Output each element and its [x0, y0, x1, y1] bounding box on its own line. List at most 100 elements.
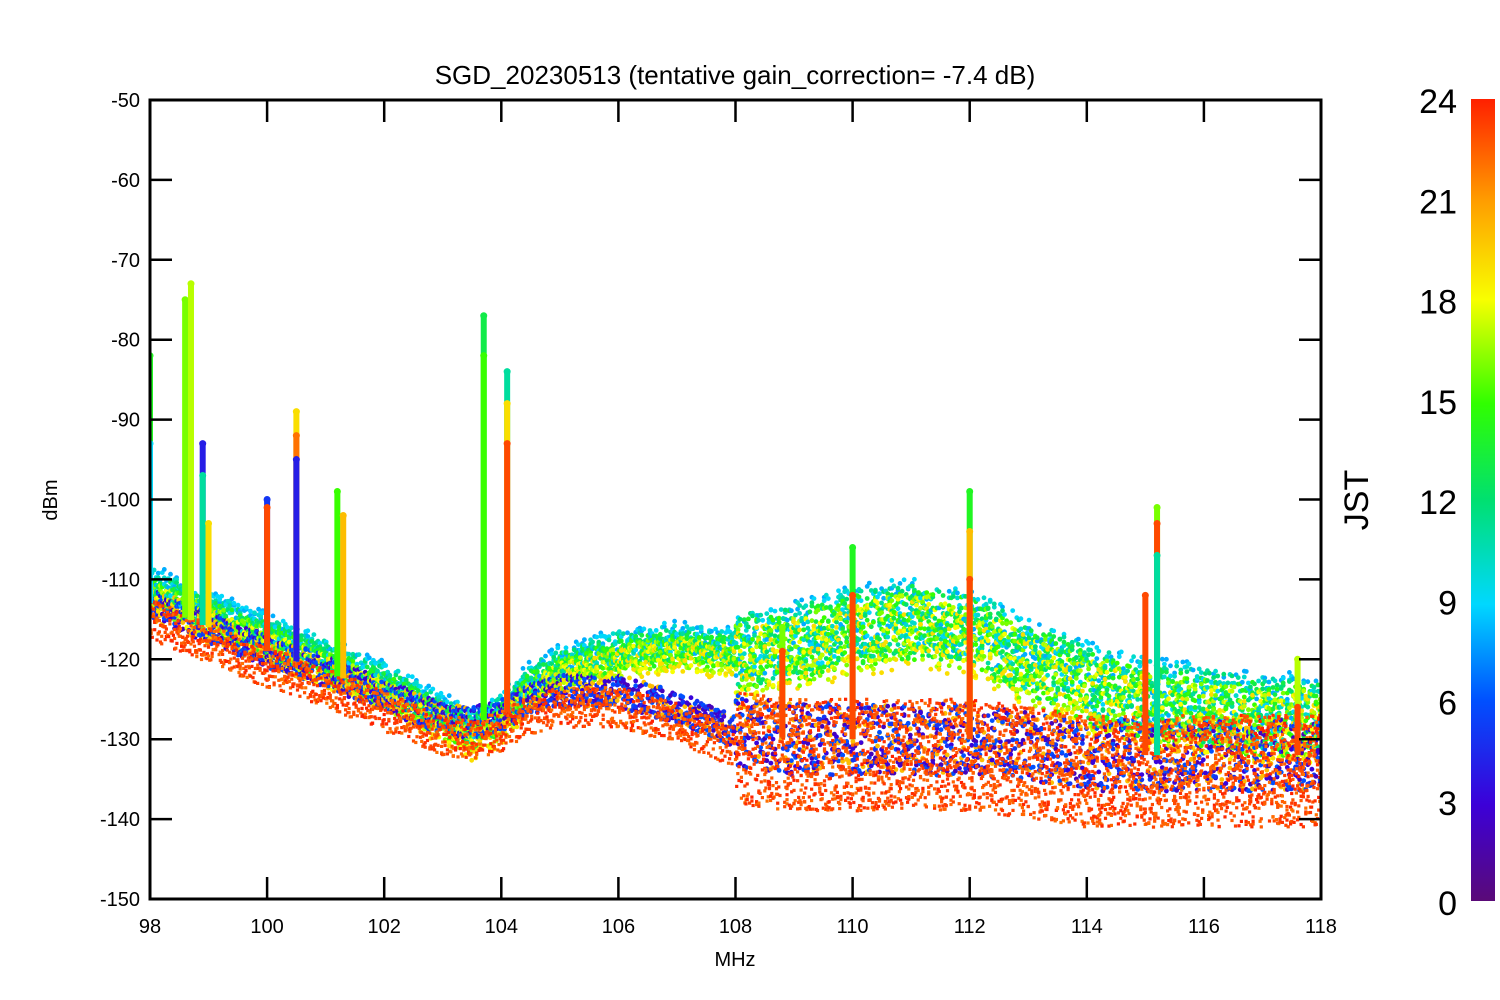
floor-point [662, 620, 667, 626]
floor-point [600, 665, 606, 671]
floor-point [526, 659, 532, 665]
floor-point [272, 624, 278, 630]
floor-point [313, 660, 319, 666]
floor-point [430, 686, 436, 692]
floor-point [664, 668, 669, 674]
floor-point [682, 658, 688, 663]
floor-point [680, 669, 686, 674]
floor-point [243, 605, 249, 610]
floor-point [299, 637, 304, 643]
floor-point [221, 607, 227, 613]
floor-point [670, 669, 675, 675]
floor-point [694, 698, 700, 704]
floor-point [555, 645, 561, 651]
floor-point [739, 655, 745, 661]
floor-point [680, 700, 686, 705]
floor-point [696, 635, 702, 641]
floor-point [719, 629, 725, 634]
floor-point [161, 567, 167, 572]
floor-point [471, 705, 477, 711]
floor-point [489, 697, 495, 703]
floor-point [711, 663, 716, 669]
floor-point [739, 667, 745, 673]
floor-point [723, 671, 729, 676]
floor-point [709, 628, 714, 634]
floor-point [231, 600, 237, 606]
floor-point [405, 673, 411, 679]
floor-point [680, 694, 686, 700]
floor-point [289, 625, 294, 631]
floor-point [633, 704, 639, 710]
floor-point [311, 632, 317, 637]
floor-point [639, 632, 645, 638]
floor-point [194, 593, 200, 599]
floor-point [625, 682, 630, 688]
floor-point [350, 659, 356, 664]
floor-point [577, 655, 583, 660]
floor-point [541, 662, 546, 667]
floor-point [602, 679, 608, 684]
floor-point [651, 663, 657, 669]
floor-point [633, 678, 639, 684]
floor-point [737, 616, 743, 622]
floor-point [746, 616, 751, 622]
floor-point [252, 610, 257, 616]
floor-point [299, 633, 304, 638]
floor-point [174, 580, 180, 585]
chart-title: SGD_20230513 (tentative gain_correction=… [435, 60, 1036, 90]
floor-point [737, 622, 743, 628]
floor-point [235, 602, 241, 608]
floor-point [625, 663, 630, 669]
floor-point [168, 593, 173, 599]
floor-point [748, 682, 753, 687]
floor-point [643, 682, 649, 687]
floor-point [366, 655, 372, 661]
floor-point [731, 649, 737, 654]
floor-point [729, 671, 735, 677]
floor-point [241, 620, 247, 626]
floor-point [229, 607, 235, 613]
floor-point [721, 714, 727, 719]
floor-point [641, 626, 647, 632]
floor-point [625, 630, 630, 636]
floor-point [514, 724, 520, 730]
floor-point [684, 636, 690, 642]
floor-point [520, 666, 526, 671]
floor-point [229, 596, 235, 602]
plot-area [150, 280, 1321, 829]
floor-point [709, 705, 714, 710]
floor-point [645, 670, 651, 676]
floor-point [303, 647, 309, 652]
floor-point [590, 639, 595, 645]
floor-point [672, 623, 677, 629]
floor-point [409, 674, 415, 680]
floor-point [746, 686, 751, 692]
floor-point [373, 661, 378, 666]
floor-point [446, 693, 452, 699]
floor-point [434, 708, 440, 714]
floor-point [682, 619, 688, 625]
floor-point [621, 631, 626, 637]
floor-point [618, 638, 624, 644]
floor-point [582, 637, 587, 642]
floor-point [743, 698, 749, 704]
floor-point [672, 692, 677, 698]
floor-point [733, 666, 739, 672]
floor-point [688, 655, 694, 661]
floor-point [733, 673, 739, 678]
floor-point [659, 688, 665, 694]
floor-point [672, 645, 677, 650]
floor-point [387, 673, 393, 679]
floor-point [746, 624, 751, 630]
floor-point [592, 655, 598, 661]
floor-point [610, 682, 616, 687]
floor-point [395, 668, 401, 674]
floor-point [383, 663, 389, 668]
floor-point [248, 608, 253, 614]
floor-point [737, 648, 743, 654]
floor-point [356, 652, 362, 657]
floor-point [739, 696, 745, 702]
floor-point [418, 684, 423, 689]
floor-point [219, 593, 225, 599]
floor-point [594, 634, 600, 640]
